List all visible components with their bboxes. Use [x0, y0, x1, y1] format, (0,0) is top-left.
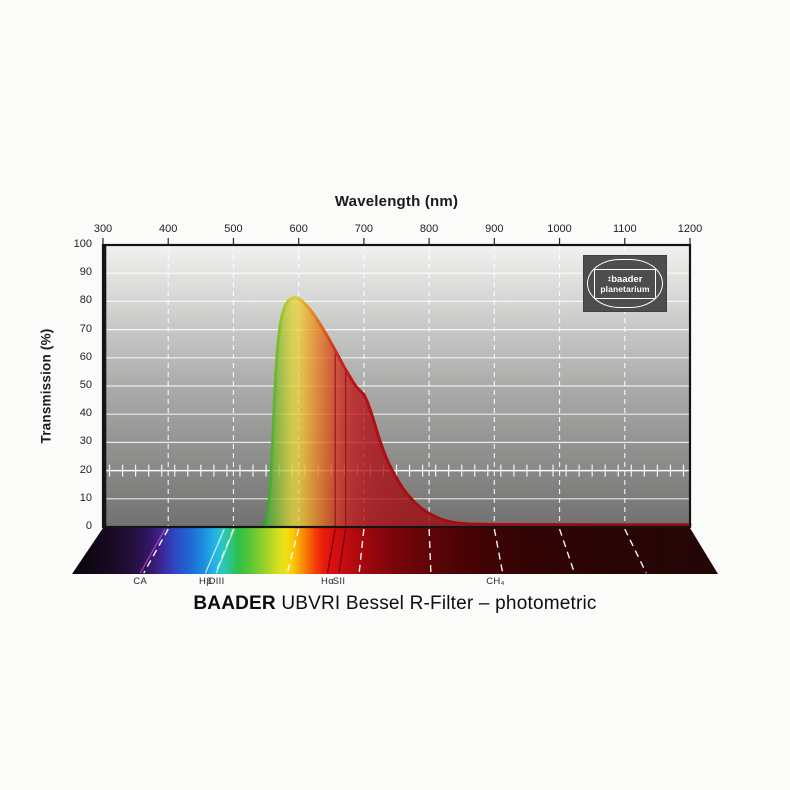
y-tick-label: 40 — [79, 407, 92, 420]
chart-title: BAADER UBVRI Bessel R-Filter – photometr… — [0, 593, 790, 615]
x-tick-label: 900 — [485, 223, 504, 235]
x-axis-title: Wavelength (nm) — [334, 193, 459, 210]
logo-lens-outline — [587, 259, 663, 308]
x-tick-label: 400 — [159, 223, 178, 235]
x-tick-label: 700 — [354, 223, 374, 235]
spectral-line-label: Hβ — [199, 576, 212, 587]
y-tick-label: 60 — [79, 350, 92, 363]
logo-text-line1: ‡baader — [607, 273, 643, 285]
x-tick-label: 1200 — [677, 223, 703, 235]
spectral-line-label: Hα — [321, 576, 334, 587]
x-tick-label: 800 — [419, 223, 439, 235]
spectral-line-label: CA — [133, 576, 148, 587]
x-tick-label: 600 — [289, 223, 308, 235]
spectral-line-label: CH₄ — [486, 576, 505, 587]
spectral-line-label: SII — [332, 576, 346, 587]
spectral-line-label: OIII — [208, 576, 225, 587]
y-tick-label: 30 — [79, 435, 92, 448]
y-tick-label: 20 — [79, 463, 92, 476]
y-tick-label: 70 — [79, 322, 92, 335]
y-tick-label: 90 — [79, 266, 92, 279]
y-tick-label: 100 — [73, 238, 92, 250]
y-tick-label: 10 — [79, 491, 92, 504]
x-tick-label: 1100 — [612, 223, 637, 235]
x-tick-label: 500 — [224, 223, 243, 235]
logo-text-box: ‡baader planetarium — [594, 269, 656, 299]
brand-name: BAADER — [193, 593, 276, 614]
chart-title-text: UBVRI Bessel R-Filter – photometric — [275, 593, 597, 614]
logo-prefix-mark: ‡ — [607, 275, 612, 283]
x-tick-label: 300 — [93, 223, 113, 235]
y-tick-label: 80 — [79, 294, 92, 307]
y-tick-label: 50 — [79, 379, 92, 391]
x-tick-label: 1000 — [547, 223, 572, 235]
logo-text-line2: planetarium — [600, 283, 650, 294]
y-tick-label: 0 — [85, 520, 92, 532]
baader-planetarium-logo: ‡baader planetarium — [583, 255, 667, 312]
